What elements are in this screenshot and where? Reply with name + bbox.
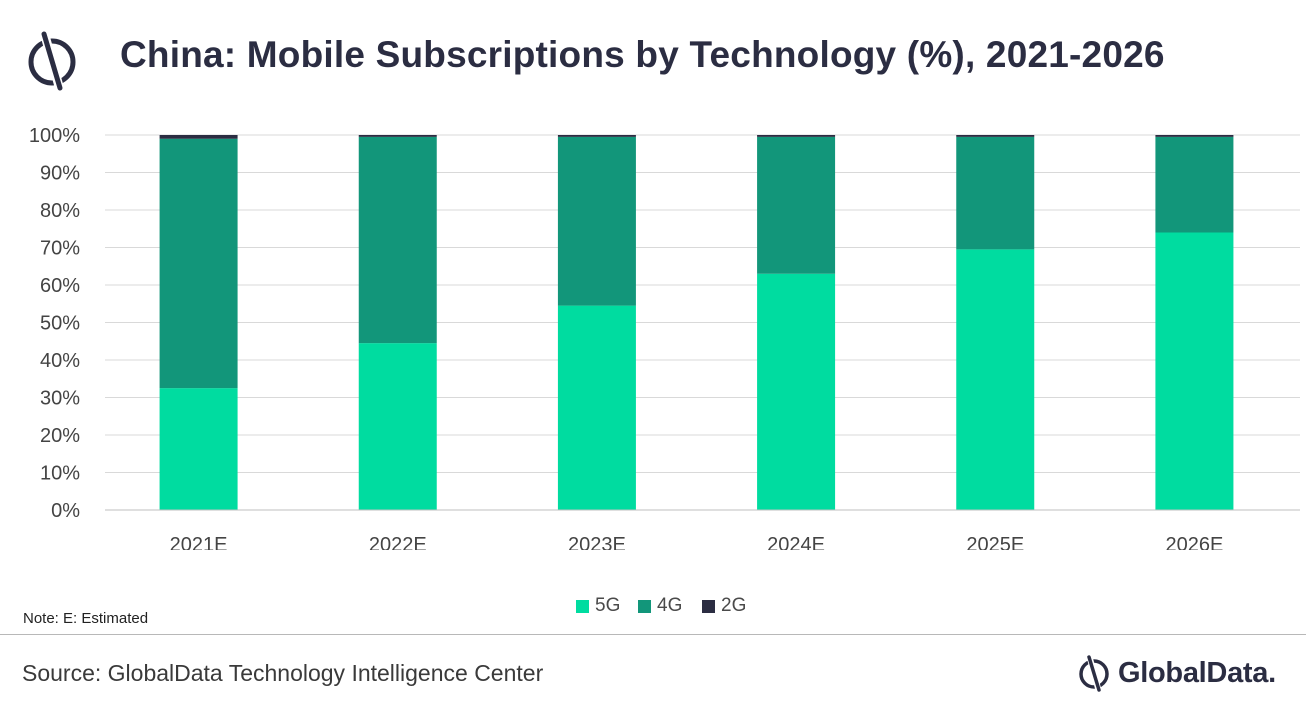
y-tick-label: 10% bbox=[40, 463, 80, 485]
bar-2g-2022e bbox=[358, 135, 437, 137]
y-tick-label: 30% bbox=[40, 388, 80, 410]
bar-2g-2025e bbox=[956, 135, 1035, 137]
legend-swatch-5g bbox=[576, 599, 589, 613]
brand-logo: GlobalData. bbox=[1076, 652, 1276, 694]
chart-title: China: Mobile Subscriptions by Technolog… bbox=[120, 34, 1165, 75]
globaldata-logo-icon bbox=[28, 30, 76, 92]
source-text: Source: GlobalData Technology Intelligen… bbox=[22, 660, 544, 686]
y-tick-label: 90% bbox=[40, 163, 80, 185]
bar-5g-2026e bbox=[1155, 232, 1234, 510]
gridlines bbox=[105, 134, 1300, 473]
stacked-bar-chart: 0%10%20%30%40%50%60%70%80%90%100% 2021E 2… bbox=[29, 125, 1300, 550]
y-tick-label: 40% bbox=[40, 350, 80, 372]
y-tick-label: 0% bbox=[51, 500, 80, 522]
bar-4g-2026e bbox=[1155, 136, 1234, 233]
bar-4g-2024e bbox=[757, 136, 836, 274]
bar-2g-2023e bbox=[557, 135, 636, 137]
x-tick-label: 2024E bbox=[767, 534, 825, 550]
bar-4g-2022e bbox=[358, 136, 437, 344]
y-tick-label: 20% bbox=[40, 425, 80, 447]
bar-5g-2025e bbox=[956, 249, 1035, 510]
x-tick-label: 2026E bbox=[1165, 534, 1223, 550]
legend-swatch-2g bbox=[702, 599, 715, 613]
y-tick-label: 100% bbox=[29, 125, 80, 147]
y-axis-ticks: 0% 10% 20% 30% 40% 50% 60% 70% 80% 90% 100% bbox=[29, 125, 80, 522]
bar-2g-2024e bbox=[757, 135, 836, 137]
legend-label-4g: 4G bbox=[657, 595, 683, 616]
bar-5g-2022e bbox=[358, 343, 437, 510]
y-tick-label: 60% bbox=[40, 275, 80, 297]
bar-5g-2023e bbox=[557, 305, 636, 510]
legend-label-5g: 5G bbox=[595, 595, 621, 616]
x-tick-label: 2023E bbox=[568, 534, 626, 550]
bar-4g-2021e bbox=[159, 138, 238, 389]
x-tick-label: 2022E bbox=[369, 534, 427, 550]
legend-item-2g: 2G bbox=[702, 594, 746, 618]
legend-label-2g: 2G bbox=[721, 595, 747, 616]
bar-2g-2026e bbox=[1155, 135, 1234, 137]
bar-4g-2025e bbox=[956, 136, 1035, 250]
y-tick-label: 70% bbox=[40, 238, 80, 260]
y-tick-label: 80% bbox=[40, 200, 80, 222]
bar-5g-2021e bbox=[159, 388, 238, 510]
x-tick-label: 2021E bbox=[170, 534, 228, 550]
x-tick-label: 2025E bbox=[966, 534, 1024, 550]
brand-name: GlobalData. bbox=[1118, 656, 1276, 689]
globaldata-brand-icon bbox=[1079, 654, 1109, 693]
legend: 5G 4G 2G bbox=[0, 594, 1306, 618]
bar-5g-2024e bbox=[757, 273, 836, 510]
bar-4g-2023e bbox=[557, 136, 636, 306]
bar-2g-2021e bbox=[159, 135, 238, 139]
header: China: Mobile Subscriptions by Technolog… bbox=[0, 0, 1306, 110]
bars bbox=[159, 135, 1234, 510]
legend-item-5g: 5G bbox=[576, 594, 620, 618]
y-tick-label: 50% bbox=[40, 313, 80, 335]
footnote: Note: E: Estimated bbox=[23, 610, 149, 627]
legend-item-4g: 4G bbox=[638, 594, 682, 618]
x-axis-ticks: 2021E 2022E 2023E 2024E 2025E 2026E bbox=[170, 534, 1224, 550]
legend-swatch-4g bbox=[638, 599, 651, 613]
divider bbox=[0, 634, 1306, 635]
